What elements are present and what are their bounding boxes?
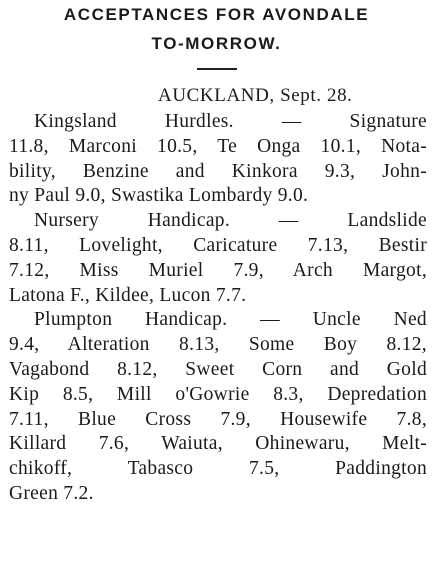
headline: ACCEPTANCES FOR AVONDALE TO-MORROW. — [0, 0, 433, 58]
text-line: Kip 8.5, Mill o'Gowrie 8.3, Depredation — [9, 383, 427, 405]
headline-line: ACCEPTANCES FOR AVONDALE — [63, 5, 370, 24]
text-line: 7.11, Blue Cross 7.9, Housewife 7.8, — [9, 408, 427, 430]
text-line: Kingsland Hurdles. — Signature — [34, 111, 427, 132]
paragraph: Nursery Handicap. — Landslide 8.11, Lovel… — [0, 209, 433, 308]
paragraph: Plumpton Handicap. — Uncle Ned 9.4, Alter… — [0, 308, 433, 506]
dateline: AUCKLAND, Sept. 28. — [158, 85, 353, 106]
text-line: Vagabond 8.12, Sweet Corn and Gold — [9, 358, 427, 380]
text-line: 7.12, Miss Muriel 7.9, Arch Margot, — [9, 259, 427, 281]
text-line: Killard 7.6, Waiuta, Ohinewaru, Melt- — [9, 433, 427, 455]
text-line: bility, Benzine and Kinkora 9.3, John- — [9, 160, 427, 182]
text-line: 8.11, Lovelight, Caricature 7.13, Bestir — [9, 234, 427, 256]
text-line: 9.4, Alteration 8.13, Some Boy 8.12, — [9, 334, 427, 356]
text-line: ny Paul 9.0, Swastika Lombardy 9.0. — [9, 185, 309, 207]
text-line: Plumpton Handicap. — Uncle Ned — [34, 309, 427, 331]
text-line: Green 7.2. — [9, 482, 94, 504]
article-body: Kingsland Hurdles. — Signature 11.8, Marc… — [0, 110, 433, 507]
text-line: Latona F., Kildee, Lucon 7.7. — [9, 284, 247, 306]
headline-line: TO-MORROW. — [151, 34, 282, 53]
text-line: Nursery Handicap. — Landslide — [34, 210, 427, 232]
text-line: 11.8, Marconi 10.5, Te Onga 10.1, Nota- — [9, 135, 427, 157]
text-line: chikoff, Tabasco 7.5, Paddington — [9, 458, 427, 480]
separator-rule — [196, 68, 237, 78]
paragraph: Kingsland Hurdles. — Signature 11.8, Marc… — [0, 110, 433, 209]
